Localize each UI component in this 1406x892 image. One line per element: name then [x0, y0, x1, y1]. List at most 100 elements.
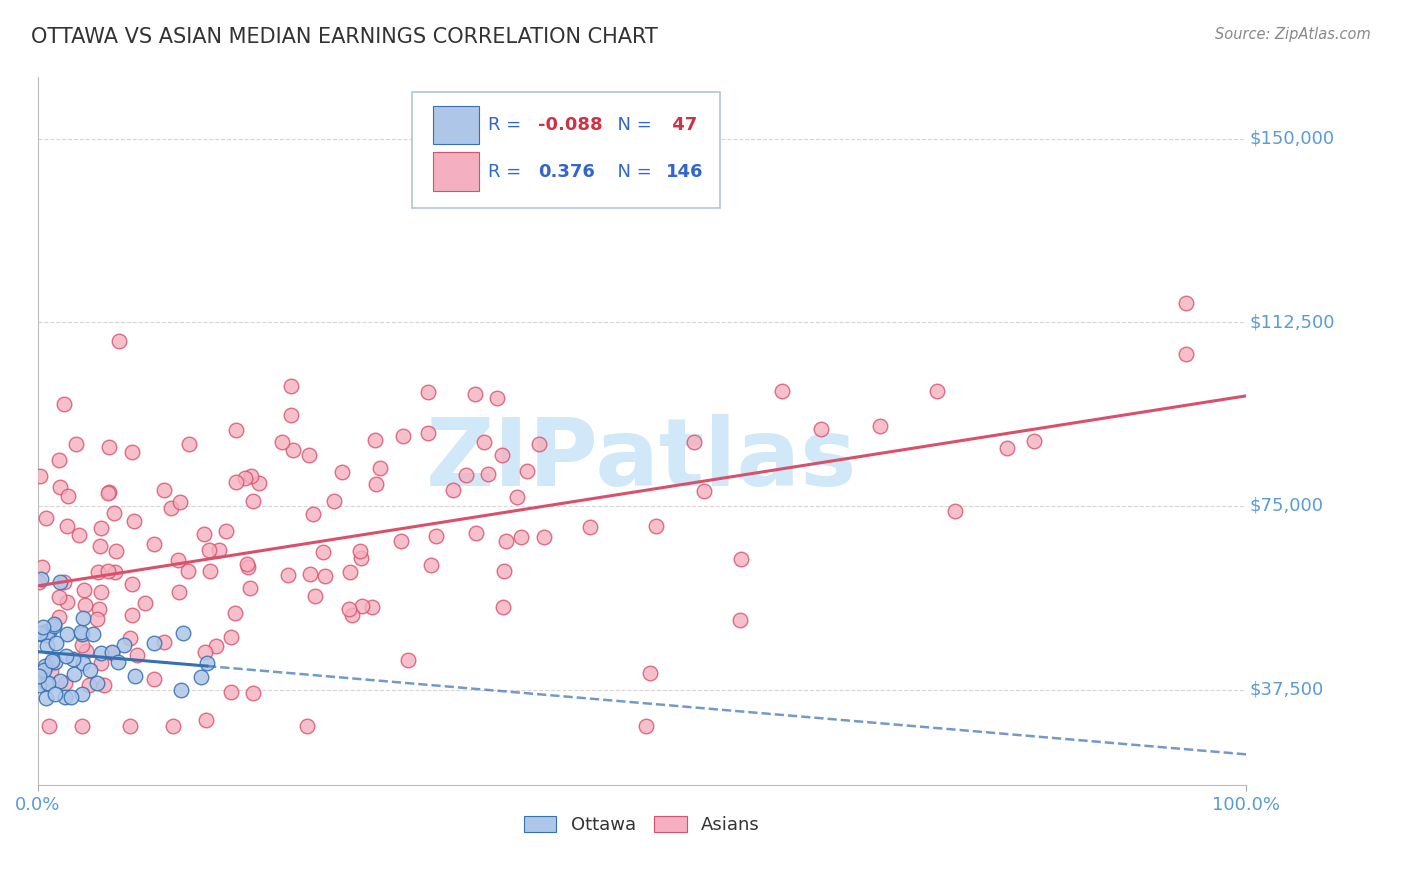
Point — [32, 663, 55, 677]
Point — [770, 384, 793, 398]
Point — [472, 434, 495, 449]
Point — [70, 687, 93, 701]
Point — [67, 527, 90, 541]
Point — [323, 493, 346, 508]
Point — [193, 527, 215, 541]
Point — [195, 657, 218, 671]
Point — [516, 464, 538, 478]
Point — [70, 638, 93, 652]
Point — [160, 500, 183, 515]
Point — [298, 449, 321, 463]
Point — [90, 521, 112, 535]
Point — [134, 596, 156, 610]
Point — [425, 529, 447, 543]
Point — [172, 626, 194, 640]
Point — [943, 504, 966, 518]
Point — [330, 465, 353, 479]
Point — [38, 719, 60, 733]
Text: $112,500: $112,500 — [1250, 313, 1336, 331]
Point — [72, 656, 94, 670]
Point — [283, 442, 305, 457]
Point — [194, 645, 217, 659]
Point — [37, 628, 59, 642]
Point — [219, 684, 242, 698]
Point — [90, 647, 112, 661]
Point — [105, 544, 128, 558]
Point — [97, 486, 120, 500]
Point — [495, 534, 517, 549]
Text: OTTAWA VS ASIAN MEDIAN EARNINGS CORRELATION CHART: OTTAWA VS ASIAN MEDIAN EARNINGS CORRELAT… — [31, 27, 658, 46]
Point — [59, 690, 82, 705]
Point — [177, 564, 200, 578]
Point — [44, 617, 66, 632]
Point — [349, 544, 371, 558]
Point — [90, 585, 112, 599]
Point — [368, 460, 391, 475]
Point — [869, 418, 891, 433]
Point — [86, 675, 108, 690]
Point — [810, 422, 832, 436]
Point — [28, 669, 51, 683]
Point — [235, 557, 257, 571]
Point — [49, 574, 72, 589]
Point — [143, 672, 166, 686]
Point — [302, 508, 325, 522]
Point — [505, 490, 527, 504]
Point — [638, 665, 661, 680]
Point — [35, 675, 58, 690]
Point — [87, 601, 110, 615]
FancyBboxPatch shape — [433, 106, 478, 144]
Point — [509, 530, 531, 544]
Point — [418, 384, 440, 399]
Point — [280, 379, 302, 393]
Point — [683, 435, 706, 450]
Point — [233, 471, 256, 485]
Point — [127, 648, 149, 662]
Point — [37, 676, 59, 690]
Point — [55, 595, 77, 609]
Point — [391, 429, 413, 443]
Point — [239, 581, 262, 595]
Point — [198, 564, 221, 578]
Point — [311, 544, 333, 558]
Point — [75, 644, 97, 658]
Point — [170, 683, 193, 698]
Point — [363, 434, 385, 448]
Point — [314, 569, 336, 583]
Point — [41, 655, 63, 669]
Point — [39, 664, 62, 678]
Point — [121, 607, 143, 622]
Point — [30, 627, 52, 641]
Point — [70, 627, 93, 641]
Point — [927, 384, 949, 398]
Point — [242, 685, 264, 699]
Point — [55, 649, 77, 664]
Point — [190, 670, 212, 684]
Point — [1174, 296, 1197, 310]
Point — [44, 687, 66, 701]
Point — [53, 676, 76, 690]
Point — [195, 714, 218, 728]
Text: R =: R = — [488, 116, 527, 134]
Point — [142, 636, 165, 650]
Point — [486, 391, 509, 405]
Point — [389, 533, 412, 548]
Point — [48, 673, 70, 688]
Text: N =: N = — [606, 116, 657, 134]
Point — [198, 542, 221, 557]
Point — [103, 507, 125, 521]
Point — [366, 476, 388, 491]
Point — [492, 600, 515, 615]
Point — [270, 435, 292, 450]
Point — [177, 437, 200, 451]
Point — [56, 489, 79, 503]
Point — [28, 468, 51, 483]
Point — [692, 483, 714, 498]
Text: 146: 146 — [666, 162, 703, 180]
Point — [465, 525, 488, 540]
Point — [224, 606, 246, 620]
Point — [97, 564, 120, 578]
Point — [35, 640, 58, 654]
Point — [82, 627, 104, 641]
Point — [219, 630, 242, 644]
